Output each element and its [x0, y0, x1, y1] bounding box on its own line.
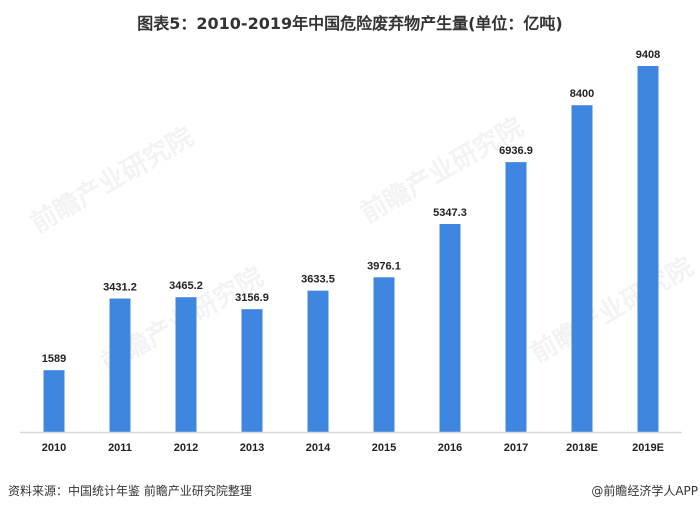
- bar: [439, 223, 461, 432]
- bar: [109, 298, 131, 432]
- bar: [307, 290, 329, 432]
- x-tick-label: 2013: [240, 442, 264, 454]
- x-tick-label: 2010: [42, 442, 66, 454]
- bar: [637, 66, 659, 432]
- x-tick-label: 2012: [174, 442, 198, 454]
- bar-chart: 1589 2010 3431.2 2011 3465.2 2012 3156.9 2013 36…: [20, 49, 682, 454]
- bar: [241, 309, 263, 432]
- bar: [373, 277, 395, 432]
- data-label: 3976.1: [367, 260, 401, 272]
- data-label: 3465.2: [169, 280, 203, 292]
- x-tick-label: 2016: [438, 442, 462, 454]
- bar: [43, 370, 65, 432]
- data-label: 3156.9: [235, 292, 269, 304]
- data-label: 1589: [42, 353, 66, 365]
- data-label: 8400: [570, 88, 594, 100]
- x-tick-label: 2014: [306, 442, 331, 454]
- bar: [505, 162, 527, 432]
- bar: [571, 105, 593, 432]
- data-label: 5347.3: [433, 207, 467, 219]
- x-tick-label: 2018E: [566, 442, 598, 454]
- source-note: 资料来源：中国统计年鉴 前瞻产业研究院整理: [8, 484, 252, 498]
- x-tick-label: 2015: [372, 442, 396, 454]
- chart-title: 图表5：2010-2019年中国危险废弃物产生量(单位：亿吨): [137, 14, 563, 33]
- data-label: 6936.9: [499, 145, 533, 157]
- data-label: 3431.2: [103, 282, 137, 294]
- credit-note: @前瞻经济学人APP: [591, 484, 698, 498]
- data-label: 9408: [636, 49, 660, 61]
- bar: [175, 297, 197, 432]
- data-label: 3633.5: [301, 274, 335, 286]
- x-tick-label: 2019E: [632, 442, 664, 454]
- x-tick-label: 2011: [108, 442, 132, 454]
- x-tick-label: 2017: [504, 442, 528, 454]
